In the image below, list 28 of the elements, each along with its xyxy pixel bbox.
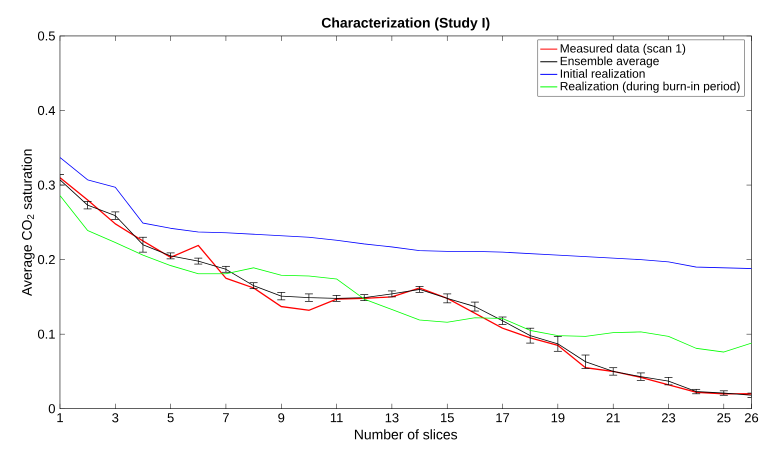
x-tick-label: 11 [330, 413, 343, 422]
x-tick-label: 5 [168, 413, 174, 422]
x-tick-label: 23 [662, 413, 676, 423]
x-tick-label: 17 [496, 413, 510, 422]
y-tick-label: 0.5 [38, 32, 55, 41]
x-tick-label: 3 [112, 413, 118, 423]
legend-label: Initial realization [560, 69, 645, 78]
x-tick-label: 19 [552, 413, 564, 423]
legend-label: Ensemble average [560, 56, 659, 68]
chart-title: Characterization (Study I) [322, 18, 490, 31]
x-tick-label: 9 [278, 413, 284, 423]
x-tick-label: 1 [57, 413, 63, 422]
y-tick-label: 0.1 [38, 330, 55, 339]
legend-label: Realization (during burn-in period) [560, 82, 740, 93]
y-tick-label: 0.4 [38, 106, 56, 116]
x-axis-title: Number of slices [354, 429, 458, 440]
x-tick-label: 13 [386, 413, 399, 423]
line-series [60, 195, 752, 353]
y-tick-label: 0.3 [38, 180, 55, 190]
x-tick-label: 26 [744, 413, 758, 423]
legend-label: Measured data (scan 1) [560, 44, 686, 56]
y-axis-title: Average CO$_{2}$ saturation [22, 150, 35, 296]
x-tick-label: 15 [441, 413, 454, 422]
x-tick-label: 25 [717, 413, 730, 423]
y-tick-label: 0 [48, 404, 55, 414]
x-tick-label: 21 [606, 413, 620, 422]
y-tick-label: 0.2 [38, 255, 55, 264]
x-tick-label: 7 [223, 413, 229, 422]
